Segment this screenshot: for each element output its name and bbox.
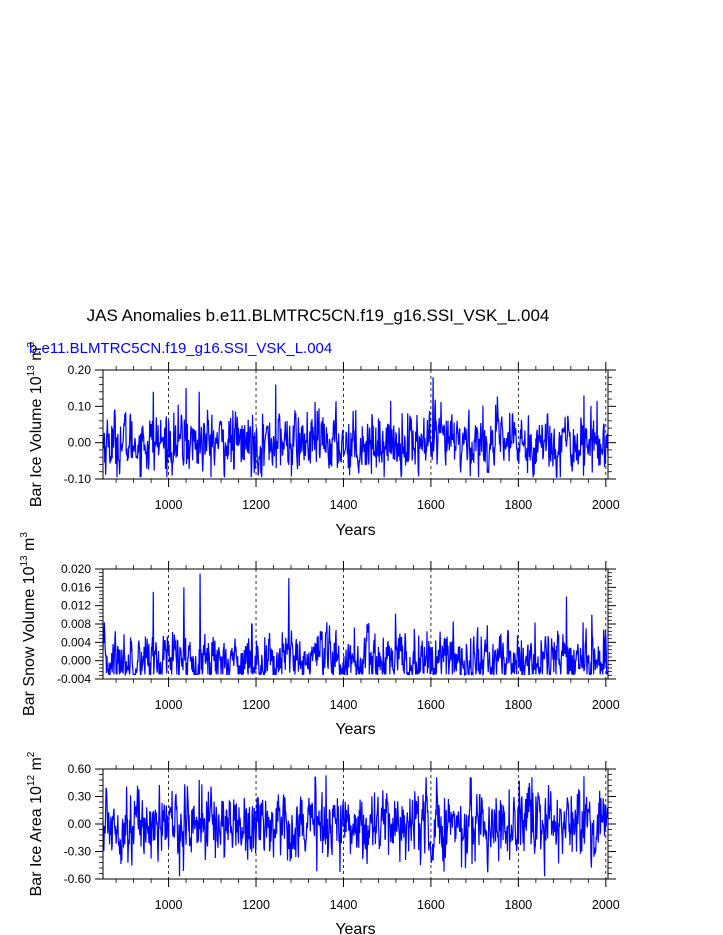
y-tick-label: 0.000 <box>61 654 91 668</box>
y-tick-label: 0.20 <box>68 363 92 377</box>
series-line-3 <box>102 775 609 877</box>
x-tick-label: 1800 <box>504 898 532 912</box>
x-axis-label: Years <box>335 721 375 738</box>
x-tick-label: 2000 <box>592 498 620 512</box>
figure-title: JAS Anomalies b.e11.BLMTRC5CN.f19_g16.SS… <box>87 306 550 325</box>
y-tick-label: 0.016 <box>61 580 91 594</box>
x-tick-label: 1400 <box>330 698 358 712</box>
case-label: b.e11.BLMTRC5CN.f19_g16.SSI_VSK_L.004 <box>29 340 332 357</box>
y-tick-label: 0.30 <box>68 790 92 804</box>
y-axis-label: Bar Snow Volume 1013 m3 <box>19 532 38 716</box>
x-tick-label: 1600 <box>417 698 445 712</box>
y-tick-label: 0.00 <box>68 817 92 831</box>
y-tick-label: 0.004 <box>61 635 91 649</box>
y-tick-label: 0.10 <box>68 399 92 413</box>
series-line-2 <box>102 573 609 677</box>
panel-3: -0.60 -0.30 0.00 0.30 0.60 1000 1200 1400 1600 18… <box>26 751 620 935</box>
x-tick-label: 1800 <box>504 498 532 512</box>
series-line-1 <box>102 377 609 478</box>
x-tick-label: 1400 <box>330 898 358 912</box>
x-tick-label: 1000 <box>155 498 183 512</box>
x-tick-label: 1200 <box>242 698 270 712</box>
y-tick-label: 0.012 <box>61 599 91 613</box>
x-tick-label: 1600 <box>417 498 445 512</box>
y-tick-label: -0.60 <box>64 872 92 886</box>
y-tick-label: 0.60 <box>68 762 92 776</box>
y-tick-label: 0.00 <box>68 436 92 450</box>
panel-1: -0.10 0.00 0.10 0.20 1000 1200 1400 1600 1800 200… <box>26 341 620 539</box>
y-tick-label: 0.008 <box>61 617 91 631</box>
x-tick-label: 1000 <box>155 898 183 912</box>
plot-frame <box>102 369 609 480</box>
y-axis-label: Bar Ice Area 1012 m2 <box>26 751 45 896</box>
x-tick-label: 2000 <box>592 698 620 712</box>
x-tick-label: 1600 <box>417 898 445 912</box>
y-tick-label: 0.020 <box>61 562 91 576</box>
y-tick-label: -0.30 <box>64 845 92 859</box>
x-tick-label: 2000 <box>592 898 620 912</box>
x-tick-label: 1200 <box>242 498 270 512</box>
panel-2: -0.004 0.000 0.004 0.008 0.012 0.016 0.020 1000… <box>19 532 620 738</box>
y-tick-label: -0.10 <box>64 472 92 486</box>
x-tick-label: 1800 <box>504 698 532 712</box>
x-axis-label: Years <box>335 921 375 935</box>
y-tick-label: -0.004 <box>57 672 91 686</box>
x-tick-label: 1200 <box>242 898 270 912</box>
x-tick-label: 1400 <box>330 498 358 512</box>
x-axis-label: Years <box>335 522 375 539</box>
y-axis-label: Bar Ice Volume 1013 m3 <box>26 341 45 507</box>
x-tick-label: 1000 <box>155 698 183 712</box>
